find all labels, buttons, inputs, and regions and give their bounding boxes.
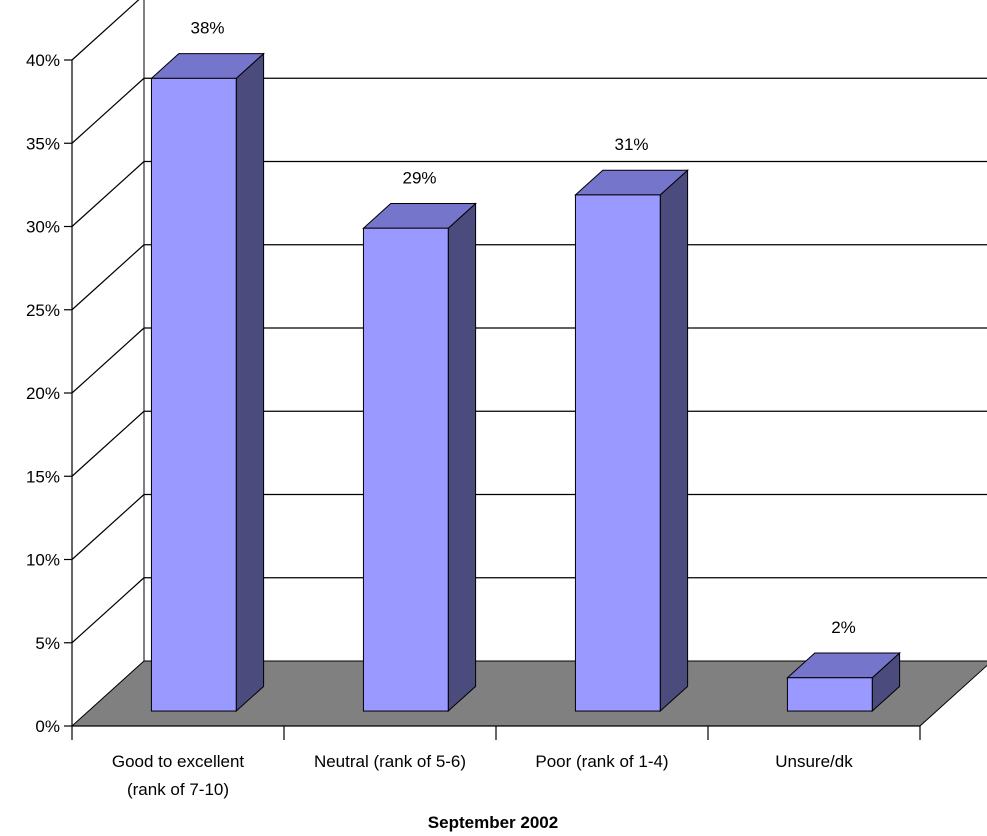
y-tick-label: 40% (26, 51, 60, 70)
y-tick-label: 5% (35, 634, 60, 653)
y-tick-label: 0% (35, 717, 60, 736)
y-tick-label: 10% (26, 551, 60, 570)
bars (150, 52, 901, 713)
side-wall-gridline (71, 577, 145, 644)
side-wall-gridline (71, 494, 145, 560)
data-label-background (605, 133, 658, 158)
x-axis-title: September 2002 (428, 813, 558, 832)
side-wall-gridline (71, 410, 145, 477)
y-tick-label: 25% (26, 301, 60, 320)
bar-front (786, 677, 873, 712)
bar-side (235, 52, 265, 713)
x-axis: Good to excellent (rank of 7-10) Neutral (… (71, 725, 921, 799)
data-label-background (181, 16, 234, 41)
bar (150, 52, 265, 713)
side-wall-gridline (71, 77, 145, 144)
category-label: Unsure/dk (775, 752, 853, 771)
data-label-background (393, 166, 446, 191)
bar-front (574, 194, 661, 712)
y-tick-label: 30% (26, 218, 60, 237)
side-wall-gridline (71, 244, 145, 311)
bar-side (447, 202, 477, 713)
data-label: 38% (191, 19, 225, 38)
data-labels: 38% 29% 31% 2% (181, 16, 870, 641)
data-label: 31% (615, 135, 649, 154)
bar (574, 169, 689, 713)
side-wall-gridline (71, 327, 145, 394)
side-wall-gridline (71, 0, 140, 61)
y-tick-label: 20% (26, 384, 60, 403)
data-label: 29% (403, 169, 437, 188)
y-tick-label: 15% (26, 467, 60, 486)
bar (786, 651, 901, 713)
category-label: Neutral (rank of 5-6) (314, 752, 466, 771)
data-label: 2% (831, 618, 856, 637)
bar-front (150, 77, 237, 712)
data-label-background (817, 616, 870, 641)
y-tick-label: 35% (26, 134, 60, 153)
bar-front (362, 227, 449, 712)
y-axis: 0% 5% 10% 15% 20% 25% 30% 35% 40% (26, 51, 73, 736)
bar-side (659, 169, 689, 713)
side-wall-gridline (71, 161, 145, 227)
category-label: Poor (rank of 1-4) (535, 752, 668, 771)
gridlines (71, 0, 987, 644)
category-label: Good to excellent (rank of 7-10) (112, 752, 245, 799)
bar (362, 202, 477, 713)
